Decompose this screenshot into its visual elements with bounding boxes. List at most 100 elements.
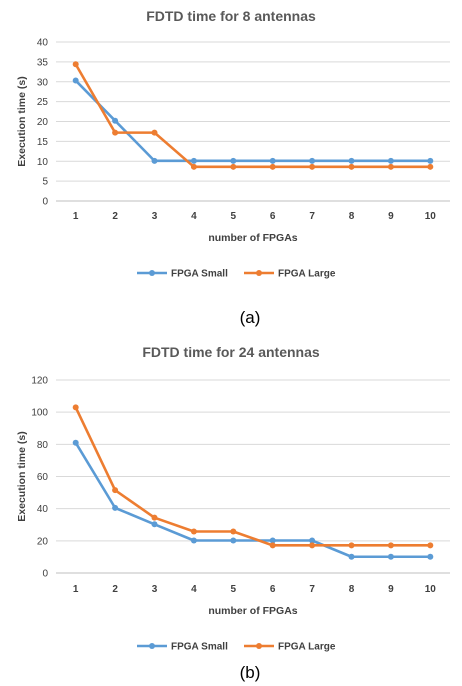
data-point [387,542,394,549]
data-point [269,157,276,164]
x-tick-label: 9 [388,584,394,595]
x-tick-label: 10 [425,211,437,222]
legend-marker [149,643,155,649]
legend-label: FPGA Small [171,642,228,653]
y-tick-label: 20 [37,536,49,547]
data-point [151,157,158,164]
y-tick-label: 80 [37,440,49,451]
chart-1: FDTD time for 8 antennas0510152025303540… [16,8,450,280]
data-point [387,553,394,560]
legend-marker [256,270,262,276]
data-point [151,514,158,521]
y-tick-label: 0 [42,569,48,580]
figure-caption: (b) [240,663,261,682]
legend-label: FPGA Large [278,642,336,653]
y-axis-label: Execution time (s) [16,431,28,521]
data-point [190,528,197,535]
data-point [112,129,119,136]
data-point [309,542,316,549]
data-point [72,404,79,411]
data-point [387,163,394,170]
x-axis-label: number of FPGAs [208,605,297,617]
x-tick-label: 4 [191,584,197,595]
data-point [387,157,394,164]
data-point [269,542,276,549]
data-point [112,117,119,124]
data-point [427,542,434,549]
y-tick-label: 20 [37,117,49,128]
data-point [230,528,237,535]
data-point [112,504,119,511]
y-tick-label: 60 [37,472,49,483]
y-tick-label: 35 [37,57,49,68]
data-point [269,163,276,170]
y-axis-label: Execution time (s) [16,76,28,166]
x-tick-label: 6 [270,211,276,222]
y-tick-label: 30 [37,77,49,88]
data-point [269,537,276,544]
x-tick-label: 3 [152,211,158,222]
legend: FPGA Small FPGA Large [137,269,336,280]
x-tick-label: 8 [349,584,355,595]
series-line [74,79,431,163]
data-point [230,163,237,170]
x-tick-label: 10 [425,584,437,595]
legend-label: FPGA Large [278,269,336,280]
x-tick-label: 8 [349,211,355,222]
figure-caption: (a) [240,308,261,327]
y-tick-label: 40 [37,38,49,49]
data-point [190,157,197,164]
data-point [112,487,119,494]
data-point [348,163,355,170]
x-tick-label: 9 [388,211,394,222]
legend-marker [256,643,262,649]
y-tick-label: 5 [42,177,48,188]
y-tick-label: 40 [37,504,49,515]
y-tick-label: 15 [37,137,49,148]
data-point [348,553,355,560]
data-point [348,157,355,164]
legend-marker [149,270,155,276]
series-line [74,406,431,547]
x-tick-label: 1 [73,211,79,222]
data-point [151,129,158,136]
data-point [427,553,434,560]
data-point [348,542,355,549]
y-tick-label: 120 [31,376,48,387]
x-tick-label: 4 [191,211,197,222]
series-line [74,442,431,559]
x-tick-label: 3 [152,584,158,595]
y-tick-label: 100 [31,408,48,419]
data-point [309,537,316,544]
legend-label: FPGA Small [171,269,228,280]
chart-title: FDTD time for 24 antennas [142,344,320,360]
y-tick-label: 25 [37,97,49,108]
data-point [230,157,237,164]
data-point [151,521,158,528]
x-tick-label: 2 [112,584,118,595]
y-tick-label: 0 [42,197,48,208]
data-point [427,163,434,170]
data-point [190,537,197,544]
chart-2: FDTD time for 24 antennas 0 20 40 60 80 100 120… [16,344,450,653]
x-tick-label: 7 [309,584,315,595]
data-point [309,163,316,170]
data-point [72,77,79,84]
x-tick-label: 2 [112,211,118,222]
data-point [230,537,237,544]
data-point [427,157,434,164]
series-line [74,63,431,169]
y-tick-label: 10 [37,157,49,168]
chart-title: FDTD time for 8 antennas [146,8,316,24]
data-point [72,61,79,68]
x-axis-label: number of FPGAs [208,232,297,244]
data-point [309,157,316,164]
data-point [190,163,197,170]
x-tick-label: 6 [270,584,276,595]
legend: FPGA Small FPGA Large [137,642,336,653]
x-tick-label: 7 [309,211,315,222]
data-point [72,439,79,446]
x-tick-label: 5 [231,584,237,595]
x-tick-label: 5 [231,211,237,222]
